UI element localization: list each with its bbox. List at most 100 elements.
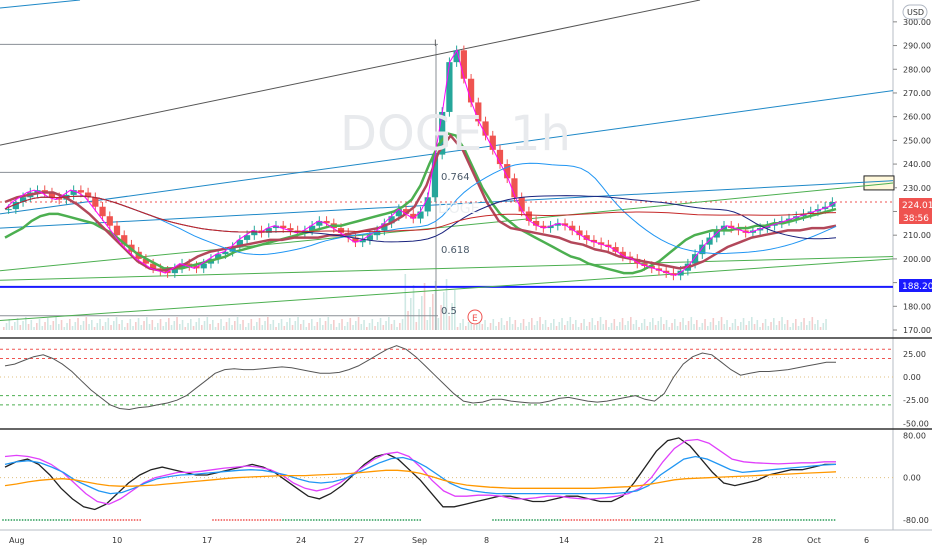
momentum-pane[interactable] — [0, 437, 893, 521]
signal-dot — [324, 519, 326, 521]
candle-body — [648, 266, 655, 269]
signal-dots — [2, 519, 836, 521]
signal-dot — [766, 519, 769, 521]
signal-dot — [226, 519, 228, 521]
volume-bar — [399, 323, 401, 330]
signal-dot — [539, 519, 542, 521]
volume-bar — [374, 326, 376, 330]
volume-bar — [635, 320, 638, 330]
time-tick-label: 8 — [484, 536, 489, 545]
signal-dot — [542, 519, 545, 521]
volume-bar — [198, 318, 200, 330]
volume-bar — [770, 322, 772, 330]
volume-bar — [344, 326, 346, 330]
mom-tick-label: -80.00 — [903, 516, 929, 525]
time-tick-label: 10 — [112, 536, 122, 545]
volume-bar — [451, 303, 453, 330]
signal-dot — [716, 519, 718, 521]
candle-body — [19, 197, 27, 202]
signal-dot — [685, 519, 688, 521]
fib-label-0764: 0.764 — [441, 172, 470, 183]
signal-dot — [307, 519, 310, 521]
watermark-sub: DOGE — [438, 201, 480, 217]
signal-dot — [690, 519, 693, 521]
volume-bar — [214, 327, 217, 330]
signal-dot — [27, 519, 30, 521]
signal-dot — [618, 519, 620, 521]
candle-body — [272, 225, 280, 229]
candle-body — [287, 228, 294, 231]
event-marker-circle[interactable] — [467, 309, 483, 325]
volume-bar — [720, 317, 723, 330]
volume-bar — [627, 321, 629, 330]
signal-dot — [816, 519, 819, 521]
signal-dot — [217, 519, 220, 521]
volume-bar — [297, 317, 299, 330]
signal-dot — [755, 519, 758, 521]
volume-bar — [203, 321, 206, 330]
signal-dot — [94, 519, 97, 521]
volume-bar — [489, 323, 492, 330]
signal-dot — [296, 519, 298, 521]
volume-bar — [5, 323, 8, 330]
signal-dot — [657, 519, 660, 521]
volume-bar — [817, 320, 819, 330]
signal-dot — [49, 519, 52, 521]
signal-dot — [506, 519, 508, 521]
signal-dot — [564, 519, 567, 521]
volume-bar — [723, 324, 726, 330]
volume-bar — [448, 316, 451, 330]
volume-bar — [808, 321, 811, 330]
volume-bar — [429, 307, 431, 330]
volume-bar — [553, 319, 555, 330]
signal-dot — [88, 519, 91, 521]
signal-dot — [293, 519, 296, 521]
price-tick-label: 180.00 — [903, 302, 931, 311]
signal-dot — [548, 519, 550, 521]
signal-dot — [536, 519, 539, 521]
candle-body — [142, 258, 150, 264]
volume-bar — [264, 321, 266, 330]
volume-bar — [544, 320, 547, 330]
candle-body — [533, 220, 540, 226]
volume-bar — [366, 327, 368, 330]
signal-dot — [4, 519, 7, 521]
volume-bar — [104, 322, 107, 330]
volume-bar — [478, 317, 481, 330]
signal-dot — [531, 519, 534, 521]
volume-bar — [52, 321, 55, 330]
time-tick-label: Sep — [412, 536, 427, 545]
volume-bar — [371, 319, 374, 330]
candle-body — [121, 235, 128, 245]
signal-dot — [91, 519, 94, 521]
signal-dot — [559, 519, 562, 521]
volume-bar — [762, 323, 764, 330]
volume-bar — [583, 319, 585, 330]
signal-dot — [242, 519, 245, 521]
candle-body — [641, 263, 648, 266]
volume-bar — [173, 321, 176, 330]
signal-dot — [254, 519, 256, 521]
fib-label-05: 0.5 — [441, 306, 457, 317]
volume-bar — [517, 327, 519, 330]
signal-dot — [609, 519, 612, 521]
oscillator-pane[interactable] — [0, 345, 893, 411]
price-range-box — [863, 175, 895, 191]
signal-dot — [231, 519, 234, 521]
signal-dot — [598, 519, 601, 521]
candle-body — [70, 190, 77, 195]
volume-bar — [313, 326, 316, 330]
signal-dot — [35, 519, 38, 521]
candle-body — [171, 268, 178, 274]
event-marker[interactable]: E — [472, 314, 478, 324]
volume-bar — [539, 317, 541, 330]
volume-bar — [93, 327, 96, 330]
currency-badge[interactable]: USD — [907, 8, 924, 17]
candle-body — [720, 225, 728, 231]
currency-badge-box[interactable] — [902, 4, 928, 20]
candle-body — [431, 154, 439, 198]
candle-body — [215, 254, 222, 259]
price-pane[interactable] — [0, 0, 895, 330]
signal-dot — [576, 519, 578, 521]
volume-bar — [443, 292, 445, 330]
